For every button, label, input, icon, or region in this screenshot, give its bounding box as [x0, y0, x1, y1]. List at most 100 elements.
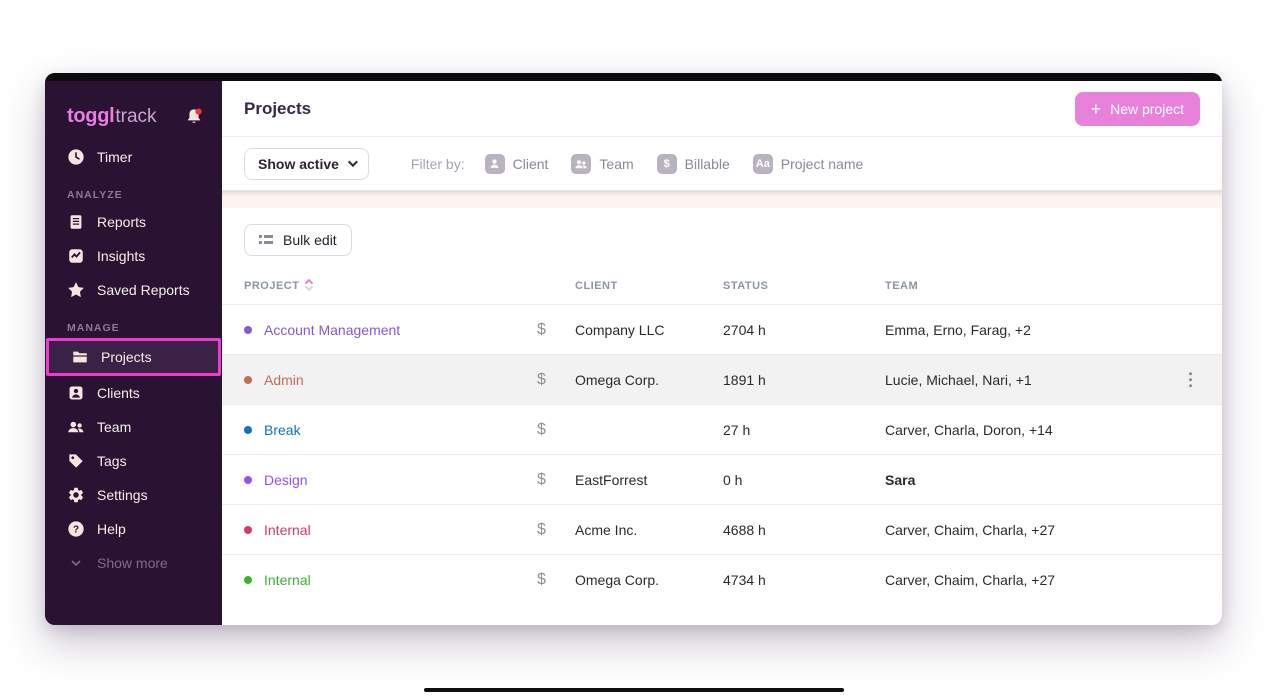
filter-client-button[interactable]: Client: [485, 154, 549, 174]
page: toggltrack Timer: [0, 0, 1268, 698]
content-header: Projects + New project: [222, 81, 1222, 137]
project-color-dot: [244, 476, 252, 484]
project-name-link[interactable]: Internal: [264, 572, 311, 588]
sidebar-item-label: Help: [97, 521, 126, 537]
table-row[interactable]: Break $ 27 h Carver, Charla, Doron, +14: [222, 404, 1222, 454]
billable-dollar-icon: $: [537, 421, 575, 439]
filter-billable-button[interactable]: $ Billable: [657, 154, 730, 174]
sidebar-item-projects[interactable]: Projects: [49, 341, 218, 373]
sidebar-show-more[interactable]: Show more: [45, 546, 222, 580]
sidebar-item-insights[interactable]: Insights: [45, 239, 222, 273]
filter-chip-label: Billable: [685, 156, 730, 172]
sidebar-item-reports[interactable]: Reports: [45, 205, 222, 239]
bulk-edit-list-icon: [259, 235, 273, 245]
client-cell: Omega Corp.: [575, 572, 723, 588]
status-cell: 4688 h: [723, 522, 885, 538]
dollar-icon: $: [657, 154, 677, 174]
column-header-status[interactable]: STATUS: [723, 280, 885, 292]
team-people-icon: [67, 418, 85, 436]
sidebar-item-label: Projects: [101, 349, 152, 365]
sidebar-item-settings[interactable]: Settings: [45, 478, 222, 512]
sidebar-item-timer[interactable]: Timer: [45, 140, 222, 174]
project-name-link[interactable]: Design: [264, 472, 308, 488]
logo-primary-text: toggl: [67, 105, 114, 127]
sidebar-section-manage: MANAGE: [45, 322, 222, 334]
project-color-dot: [244, 576, 252, 584]
gear-icon: [67, 486, 85, 504]
client-cell: Omega Corp.: [575, 372, 723, 388]
project-name-link[interactable]: Admin: [264, 372, 304, 388]
projects-selection-highlight: Projects: [46, 338, 221, 376]
sidebar-item-label: Reports: [97, 214, 146, 230]
chevron-down-icon: [348, 157, 358, 167]
table-row[interactable]: Admin $ Omega Corp. 1891 h Lucie, Michae…: [222, 354, 1222, 404]
new-project-button[interactable]: + New project: [1075, 92, 1200, 126]
filter-chip-label: Project name: [781, 156, 863, 172]
bulk-edit-label: Bulk edit: [283, 232, 337, 248]
team-cell: Carver, Charla, Doron, +14: [885, 422, 1200, 438]
sidebar-section-analyze: ANALYZE: [45, 189, 222, 201]
filter-team-button[interactable]: Team: [571, 154, 633, 174]
table-row[interactable]: Account Management $ Company LLC 2704 h …: [222, 304, 1222, 354]
sidebar: toggltrack Timer: [45, 81, 222, 625]
project-name-link[interactable]: Account Management: [264, 322, 400, 338]
column-header-project[interactable]: PROJECT: [244, 280, 575, 292]
project-name-link[interactable]: Break: [264, 422, 301, 438]
notifications-bell-icon[interactable]: [184, 107, 204, 127]
bulk-edit-button[interactable]: Bulk edit: [244, 224, 352, 256]
app-window: toggltrack Timer: [45, 73, 1222, 625]
billable-dollar-icon: $: [537, 371, 575, 389]
text-aa-icon: Aa: [753, 154, 773, 174]
table-row[interactable]: Internal $ Acme Inc. 4688 h Carver, Chai…: [222, 504, 1222, 554]
sidebar-item-clients[interactable]: Clients: [45, 376, 222, 410]
window-top-bar: [45, 73, 1222, 81]
billable-dollar-icon: $: [537, 521, 575, 539]
sidebar-item-team[interactable]: Team: [45, 410, 222, 444]
chevron-down-icon: [67, 554, 85, 572]
team-people-icon: [571, 154, 591, 174]
billable-dollar-icon: $: [537, 471, 575, 489]
filter-bar: Show active Filter by: Client: [222, 137, 1222, 191]
status-cell: 4734 h: [723, 572, 885, 588]
sidebar-item-tags[interactable]: Tags: [45, 444, 222, 478]
row-actions-kebab-icon[interactable]: [1185, 368, 1197, 392]
table-row[interactable]: Internal $ Omega Corp. 4734 h Carver, Ch…: [222, 554, 1222, 604]
sidebar-item-label: Team: [97, 419, 131, 435]
client-cell: Company LLC: [575, 322, 723, 338]
column-header-team[interactable]: TEAM: [885, 280, 1200, 292]
svg-text:?: ?: [73, 525, 79, 536]
project-color-dot: [244, 326, 252, 334]
filter-by-label: Filter by:: [411, 156, 465, 172]
status-cell: 27 h: [723, 422, 885, 438]
team-cell: Sara: [885, 472, 1200, 488]
sidebar-item-label: Show more: [97, 555, 168, 571]
star-icon: [67, 281, 85, 299]
folder-icon: [71, 348, 89, 366]
team-cell: Carver, Chaim, Charla, +27: [885, 572, 1200, 588]
filter-project-name-button[interactable]: Aa Project name: [753, 154, 863, 174]
show-active-dropdown[interactable]: Show active: [244, 148, 369, 180]
toggl-track-logo[interactable]: toggltrack: [67, 105, 157, 128]
project-color-dot: [244, 376, 252, 384]
column-header-client[interactable]: CLIENT: [575, 280, 723, 292]
status-cell: 2704 h: [723, 322, 885, 338]
sidebar-item-label: Insights: [97, 248, 145, 264]
client-person-icon: [67, 384, 85, 402]
client-person-icon: [485, 154, 505, 174]
table-row[interactable]: Design $ EastForrest 0 h Sara: [222, 454, 1222, 504]
table-body: Account Management $ Company LLC 2704 h …: [222, 304, 1222, 625]
project-name-link[interactable]: Internal: [264, 522, 311, 538]
table-header: PROJECT CLIENT STATUS TEAM: [222, 268, 1222, 304]
team-cell: Emma, Erno, Farag, +2: [885, 322, 1200, 338]
billable-dollar-icon: $: [537, 571, 575, 589]
client-cell: Acme Inc.: [575, 522, 723, 538]
status-cell: 1891 h: [723, 372, 885, 388]
tag-icon: [67, 452, 85, 470]
logo-secondary-text: track: [115, 106, 156, 127]
filter-chip-label: Client: [513, 156, 549, 172]
sidebar-item-help[interactable]: ? Help: [45, 512, 222, 546]
client-cell: EastForrest: [575, 472, 723, 488]
sidebar-item-saved-reports[interactable]: Saved Reports: [45, 273, 222, 307]
sidebar-item-label: Settings: [97, 487, 148, 503]
sidebar-item-label: Timer: [97, 149, 132, 165]
